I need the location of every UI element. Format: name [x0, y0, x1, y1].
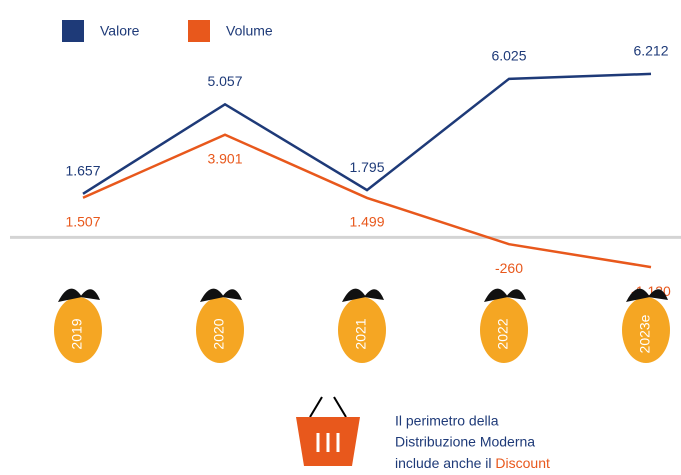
lemon-leaf: [58, 288, 100, 302]
legend-swatch: [62, 20, 84, 42]
note-line: include anche il Discount: [395, 455, 550, 471]
line: [82, 133, 652, 269]
note-line: Distribuzione Moderna: [395, 434, 535, 450]
lemon-body: [54, 297, 102, 363]
lemon-body: [196, 297, 244, 363]
value-label: 3.901: [207, 150, 242, 166]
legend-label: Valore: [100, 23, 140, 39]
x-tick-label: 2022: [495, 318, 511, 349]
lemon-body: [622, 297, 670, 363]
lemon: 2022: [480, 288, 528, 363]
note-text: include anche il: [395, 455, 495, 471]
value-label: 1.507: [65, 213, 100, 229]
lemon: 2023e: [622, 288, 670, 363]
value-label: 1.795: [349, 159, 384, 175]
value-label: 6.212: [633, 43, 668, 59]
note-line: Il perimetro della: [395, 413, 499, 429]
basket-icon: [296, 396, 360, 466]
x-tick-label: 2020: [211, 318, 227, 349]
note-highlight: Discount: [495, 455, 550, 471]
lemon-leaf: [342, 288, 384, 302]
lemon: 2021: [338, 288, 386, 363]
lemon-leaf: [626, 288, 668, 302]
x-tick-label: 2023e: [637, 314, 653, 353]
legend-swatch: [188, 20, 210, 42]
lemon-leaf: [484, 288, 526, 302]
lemon-leaf: [200, 288, 242, 302]
legend-label: Volume: [226, 23, 273, 39]
value-label: -260: [495, 260, 523, 276]
lemon: 2019: [54, 288, 102, 363]
value-label: 6.025: [491, 48, 526, 64]
value-label: 1.657: [65, 162, 100, 178]
value-label: 1.499: [349, 214, 384, 230]
x-tick-label: 2019: [69, 318, 85, 349]
value-label: 5.057: [207, 73, 242, 89]
line: [82, 72, 652, 195]
lemon: 2020: [196, 288, 244, 363]
lemon-body: [338, 297, 386, 363]
lemon-body: [480, 297, 528, 363]
x-tick-label: 2021: [353, 318, 369, 349]
